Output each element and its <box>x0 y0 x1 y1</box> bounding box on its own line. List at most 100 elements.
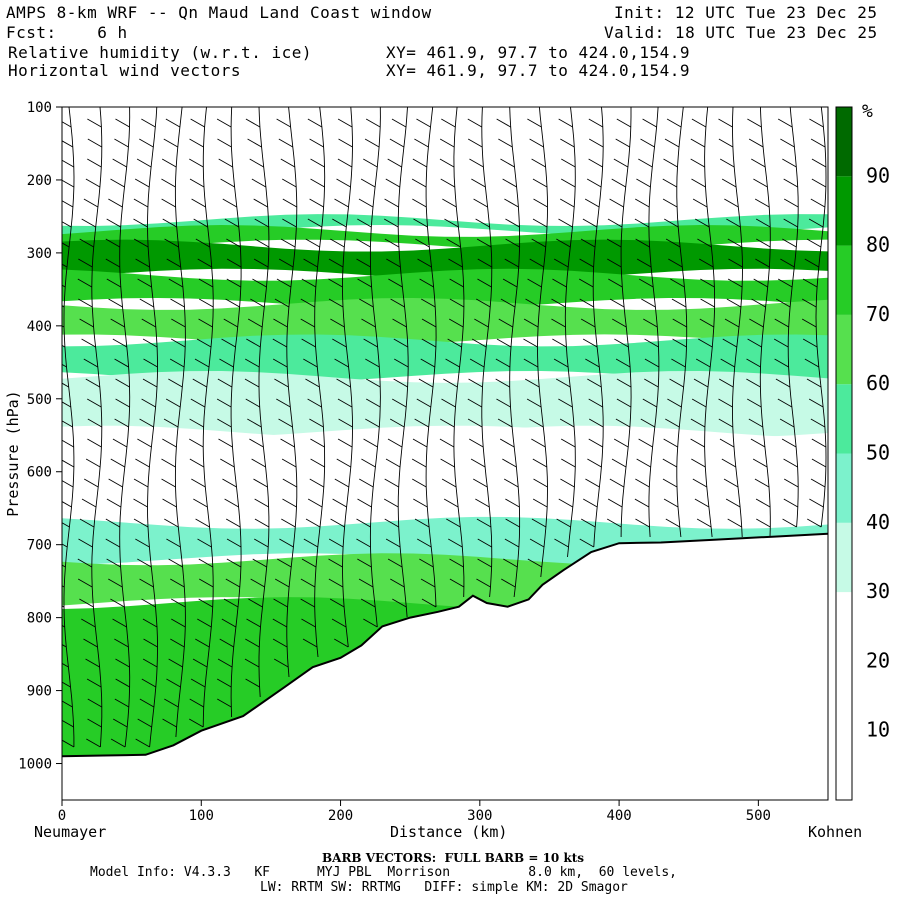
colorbar-label: 10 <box>866 718 890 742</box>
barb-flag <box>578 278 594 288</box>
barb-flag <box>755 498 771 508</box>
barb-flag <box>170 578 185 588</box>
barb-flag <box>62 681 71 688</box>
barb-flag <box>136 158 152 168</box>
barb-flag <box>105 258 121 268</box>
barb-flag <box>588 158 603 168</box>
barb-flag <box>366 398 381 408</box>
barb-flag <box>110 598 125 608</box>
barb-flag <box>216 398 232 408</box>
barb-flag <box>806 238 822 248</box>
barb-flag <box>225 298 240 308</box>
barb-flag <box>416 398 432 408</box>
barb-flag <box>309 138 324 148</box>
barb-flag <box>719 438 735 448</box>
barb-flag <box>476 238 492 248</box>
barb-flag <box>162 718 177 728</box>
barb-flag <box>671 358 686 368</box>
barb-flag <box>665 518 681 528</box>
barb-flag <box>226 238 241 248</box>
barb-flag <box>666 118 682 128</box>
barb-flag <box>356 238 371 248</box>
barb-flag <box>414 138 429 148</box>
barb-flag <box>247 318 263 328</box>
barb-flag <box>280 158 296 168</box>
barb-flag <box>219 638 234 648</box>
barb-flag <box>392 598 407 608</box>
barb-flag <box>301 618 316 628</box>
barb-flag <box>192 658 208 668</box>
barb-flag <box>636 458 651 468</box>
barb-flag <box>226 538 242 548</box>
barb-flag <box>508 107 510 108</box>
barb-flag <box>496 118 511 128</box>
barb-flag <box>62 284 66 288</box>
colorbar-segment <box>836 453 852 523</box>
barb-flag <box>636 178 651 188</box>
barb-flag <box>439 438 455 448</box>
barb-flag <box>276 118 291 128</box>
barb-flag <box>532 458 548 468</box>
barb-flag <box>141 118 156 128</box>
barb-flag <box>135 538 150 548</box>
barb-flag <box>600 107 602 108</box>
barb-flag <box>706 107 708 108</box>
barb-flag <box>780 258 795 268</box>
barb-flag <box>474 318 489 328</box>
barb-flag <box>161 158 177 168</box>
barb-flag <box>560 478 575 488</box>
barb-flag <box>199 578 214 588</box>
barb-flag <box>139 698 155 708</box>
barb-flag <box>720 358 735 368</box>
barb-flag <box>721 458 737 468</box>
barb-note: BARB VECTORS: FULL BARB = 10 kts <box>322 851 585 865</box>
barb-flag <box>85 378 101 388</box>
barb-flag <box>724 318 740 328</box>
barb-flag <box>62 644 67 648</box>
barb-flag <box>773 338 789 348</box>
barb-flag <box>87 718 102 728</box>
barb-flag <box>527 118 542 128</box>
barb-flag <box>783 218 798 228</box>
barb-flag <box>106 558 121 568</box>
barb-flag <box>112 158 127 168</box>
barb-flag <box>62 363 67 368</box>
barb-flag <box>115 378 130 388</box>
barb-flag <box>558 118 573 128</box>
barb-flag <box>189 458 205 468</box>
barb-flag <box>137 438 152 448</box>
barb-flag <box>580 518 596 528</box>
barb-flag <box>250 578 265 588</box>
barb-flag <box>349 107 351 108</box>
barb-flag <box>163 138 179 148</box>
barb-flag <box>358 578 374 588</box>
barb-flag <box>419 558 434 568</box>
barb-flag <box>700 278 715 288</box>
rh-band-50 <box>62 334 828 383</box>
barb-flag <box>473 198 488 208</box>
barb-flag <box>87 398 102 408</box>
barb-flag <box>467 138 483 148</box>
barb-shaft <box>732 107 743 538</box>
barb-flag <box>254 498 269 508</box>
barb-flag <box>87 118 102 128</box>
barb-flag <box>133 518 149 528</box>
barb-flag <box>273 658 289 668</box>
barb-flag <box>477 278 492 288</box>
barb-flag <box>552 338 567 348</box>
barb-flag <box>139 578 154 588</box>
y-tick-label: 800 <box>27 611 52 627</box>
barb-flag <box>668 258 683 268</box>
terrain-mask <box>62 533 828 800</box>
barb-flag <box>274 298 290 308</box>
barb-flag <box>718 378 734 388</box>
barb-flag <box>777 398 793 408</box>
barb-flag <box>143 358 158 368</box>
model-info-2: LW: RRTM SW: RRTMG DIFF: simple KM: 2D S… <box>260 880 628 895</box>
barb-flag <box>142 618 158 628</box>
barb-flag <box>161 478 176 488</box>
barb-flag <box>114 358 129 368</box>
barb-flag <box>393 358 409 368</box>
colorbar-label: 50 <box>866 441 890 465</box>
